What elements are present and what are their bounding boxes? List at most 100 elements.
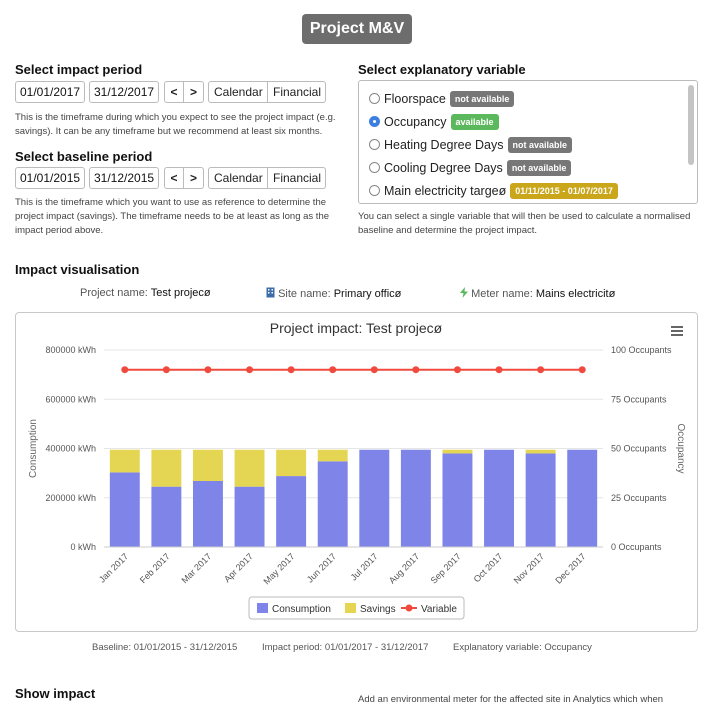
x-tick-label: Apr 2017	[222, 551, 255, 584]
variable-point	[370, 366, 378, 374]
impact-financial-button[interactable]: Financial	[268, 81, 326, 103]
baseline-period-heading: Select baseline period	[15, 149, 153, 164]
savings-bar	[276, 449, 307, 477]
baseline-next-button[interactable]: >	[184, 167, 204, 189]
variable-option-main-electricity-target[interactable]: Main electricity targeø 01/11/2015 - 01/0…	[369, 181, 618, 201]
variable-point	[495, 366, 503, 374]
y-tick-label: 800000 kWh	[45, 345, 96, 355]
y-axis-label: Consumption	[28, 419, 39, 478]
radio-icon[interactable]	[369, 162, 380, 173]
consumption-bar	[109, 472, 140, 547]
status-badge: not available	[449, 91, 515, 107]
consumption-bar	[359, 449, 390, 547]
y2-tick-label: 100 Occupants	[611, 345, 672, 355]
variable-point	[162, 366, 170, 374]
variable-point	[453, 366, 461, 374]
baseline-end-date-input[interactable]: 31/12/2015	[89, 167, 159, 189]
baseline-summary: Baseline: 01/01/2015 - 31/12/2015	[92, 642, 238, 653]
y2-axis-label: Occupancy	[675, 423, 686, 473]
x-tick-label: Jul 2017	[349, 551, 380, 582]
impact-period-heading: Select impact period	[15, 62, 143, 77]
baseline-calendar-button[interactable]: Calendar	[208, 167, 268, 189]
project-name-meta: Project name: Test projecø	[80, 287, 211, 299]
date-range-badge: 01/11/2015 - 01/07/2017	[510, 183, 618, 199]
explanatory-variable-help: You can select a single variable that wi…	[358, 211, 691, 236]
legend-swatch	[345, 603, 356, 613]
consumption-bar	[567, 449, 598, 547]
scrollbar[interactable]	[688, 85, 694, 165]
variable-option-occupancy[interactable]: Occupancy available	[369, 112, 499, 132]
impact-prev-button[interactable]: <	[164, 81, 184, 103]
legend-label: Variable	[421, 604, 457, 615]
building-icon	[266, 287, 275, 298]
legend-marker	[405, 604, 413, 612]
x-tick-label: Nov 2017	[512, 551, 546, 585]
savings-bar	[151, 449, 182, 487]
page-title: Project M&V	[302, 14, 412, 44]
hamburger-menu-icon[interactable]	[671, 326, 683, 336]
impact-period-help: This is the timeframe during which you e…	[15, 112, 336, 137]
status-badge: available	[450, 114, 499, 130]
y-tick-label: 0 kWh	[70, 542, 96, 552]
radio-icon[interactable]	[369, 93, 380, 104]
lightning-icon	[460, 287, 468, 298]
chart-title: Project impact: Test projecø	[270, 320, 443, 336]
y2-tick-label: 0 Occupants	[611, 542, 662, 552]
variable-point	[578, 366, 586, 374]
consumption-bar	[276, 476, 307, 547]
savings-bar	[525, 449, 556, 454]
variable-point	[287, 366, 295, 374]
variable-option-cooling-degree-days[interactable]: Cooling Degree Days not available	[369, 158, 572, 178]
explanatory-variable-list[interactable]: Floorspace not available Occupancy availab…	[358, 80, 698, 204]
variable-option-floorspace[interactable]: Floorspace not available	[369, 89, 515, 109]
consumption-bar	[317, 461, 348, 547]
consumption-bar	[442, 453, 473, 547]
legend-swatch	[257, 603, 268, 613]
consumption-bar	[400, 449, 431, 547]
variable-point	[537, 366, 545, 374]
legend-label: Savings	[360, 604, 396, 615]
y-tick-label: 400000 kWh	[45, 444, 96, 454]
baseline-financial-button[interactable]: Financial	[268, 167, 326, 189]
status-badge: not available	[506, 160, 572, 176]
impact-calendar-button[interactable]: Calendar	[208, 81, 268, 103]
x-tick-label: Oct 2017	[472, 551, 505, 584]
y2-tick-label: 75 Occupants	[611, 394, 667, 404]
show-impact-note: Add an environmental meter for the affec…	[358, 694, 664, 705]
show-impact-heading: Show impact	[15, 686, 96, 701]
variable-option-heating-degree-days[interactable]: Heating Degree Days not available	[369, 135, 573, 155]
variable-point	[121, 366, 129, 374]
baseline-prev-button[interactable]: <	[164, 167, 184, 189]
savings-bar	[234, 449, 265, 487]
variable-point	[329, 366, 337, 374]
baseline-start-date-input[interactable]: 01/01/2015	[15, 167, 85, 189]
legend-box	[248, 596, 465, 620]
impact-next-button[interactable]: >	[184, 81, 204, 103]
consumption-bar	[484, 449, 515, 547]
x-tick-label: Jun 2017	[305, 551, 338, 584]
impact-period-summary: Impact period: 01/01/2017 - 31/12/2017	[262, 642, 429, 653]
savings-bar	[192, 449, 223, 482]
impact-start-date-input[interactable]: 01/01/2017	[15, 81, 85, 103]
x-tick-label: Aug 2017	[387, 551, 421, 585]
impact-visualisation-heading: Impact visualisation	[15, 262, 140, 277]
variable-point	[246, 366, 254, 374]
explanatory-variable-summary: Explanatory variable: Occupancy	[453, 642, 592, 653]
consumption-bar	[234, 486, 265, 547]
radio-icon[interactable]	[369, 185, 380, 196]
consumption-bar	[192, 481, 223, 547]
baseline-period-help: This is the timeframe which you want to …	[15, 197, 330, 236]
x-tick-label: Feb 2017	[138, 551, 172, 585]
status-badge: not available	[507, 137, 573, 153]
radio-selected-icon[interactable]	[369, 116, 380, 127]
x-tick-label: Sep 2017	[429, 551, 463, 585]
site-name-meta: Site name: Primary officø	[266, 287, 401, 300]
variable-point	[204, 366, 212, 374]
impact-chart: Project impact: Test projecø 0 kWh 0 Occu…	[28, 320, 686, 620]
consumption-bar	[151, 486, 182, 547]
chart-container: Project impact: Test projecø 0 kWh 0 Occu…	[15, 312, 698, 632]
impact-end-date-input[interactable]: 31/12/2017	[89, 81, 159, 103]
variable-point	[412, 366, 420, 374]
x-tick-label: May 2017	[262, 551, 297, 586]
radio-icon[interactable]	[369, 139, 380, 150]
